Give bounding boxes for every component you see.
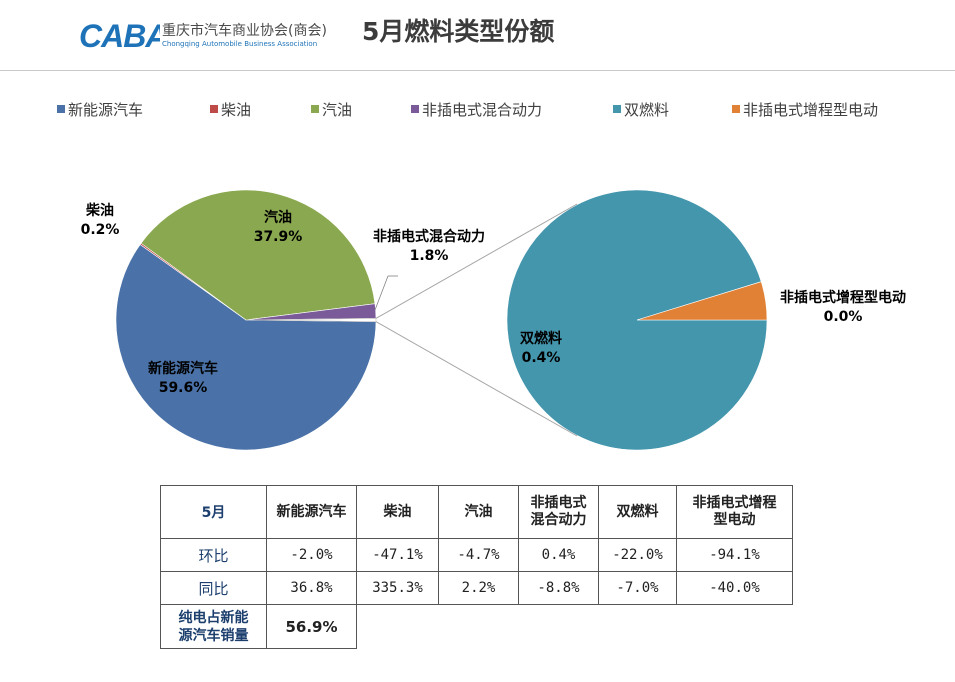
row-label-yoy: 同比 [160,571,267,605]
table-cell: -2.0% [266,538,357,572]
connector-line [375,321,578,437]
table-header-cell: 非插电式 混合动力 [518,485,599,539]
legend-label: 柴油 [221,101,252,119]
legend-label: 新能源汽车 [68,101,144,119]
ev-share-value: 56.9% [266,604,357,649]
data-label: 双燃料 0.4% [520,330,562,366]
table-cell: -94.1% [676,538,793,572]
pie-slice [115,244,377,451]
table-corner-cell: 5月 [160,485,267,539]
table-cell: 335.3% [356,571,439,605]
logo-mark-text: CABA [79,18,160,52]
fuel-type-growth-table: 5月 新能源汽车 柴油 汽油 非插电式 混合动力 双燃料 非插电式增程 型电动 环比… [160,485,793,649]
logo-english-name: Chongqing Automobile Business Associatio… [162,40,318,48]
pie-slice [636,281,768,321]
legend-swatch [732,105,740,113]
legend-swatch [411,105,419,113]
table-cell: -7.0% [598,571,677,605]
table-row: 同比 36.8% 335.3% 2.2% -8.8% -7.0% -40.0% [160,571,793,605]
pie-of-pie-chart: 新能源汽车 59.6% 柴油 0.2% 汽油 37.9% 非插电式混合动力 1.8% 双燃料 0.… [81,189,906,451]
table-cell: 36.8% [266,571,357,605]
table-header-cell: 双燃料 [598,485,677,539]
data-label: 非插电式混合动力 1.8% [373,228,485,264]
pie-slice [140,189,376,321]
legend-label: 非插电式混合动力 [422,101,543,119]
table-cell: -8.8% [518,571,599,605]
table-header-row: 5月 新能源汽车 柴油 汽油 非插电式 混合动力 双燃料 非插电式增程 型电动 [160,485,793,539]
chart-legend: 新能源汽车 柴油 汽油 非插电式混合动力 双燃料 非插电式增程型电动 [0,98,955,120]
ev-share-row: 纯电占新能 源汽车销量 56.9% [160,604,793,649]
connector-line [375,203,578,319]
legend-swatch [210,105,218,113]
table-cell: 0.4% [518,538,599,572]
table-row: 环比 -2.0% -47.1% -4.7% 0.4% -22.0% -94.1% [160,538,793,572]
header: CABA 重庆市汽车商业协会(商会) Chongqing Automobile … [0,0,955,71]
table-cell: -4.7% [438,538,519,572]
legend-swatch [311,105,319,113]
legend-label: 非插电式增程型电动 [743,101,879,119]
table-header-cell: 新能源汽车 [266,485,357,539]
page-title: 5月燃料类型份额 [362,17,555,46]
data-label: 新能源汽车 59.6% [148,360,218,396]
table-cell: -22.0% [598,538,677,572]
ev-share-label: 纯电占新能 源汽车销量 [160,604,267,649]
data-label: 非插电式增程型电动 0.0% [780,289,906,325]
table-header-cell: 柴油 [356,485,439,539]
legend-swatch [613,105,621,113]
caba-logo-mark: CABA [79,18,160,52]
caba-logo: CABA 重庆市汽车商业协会(商会) Chongqing Automobile … [78,16,327,56]
table-header-cell: 非插电式增程 型电动 [676,485,793,539]
data-label: 柴油 0.2% [81,202,120,238]
logo-chinese-name: 重庆市汽车商业协会(商会) [162,23,327,39]
legend-swatch [57,105,65,113]
header-divider [0,70,955,71]
table-cell: 2.2% [438,571,519,605]
table-cell: -40.0% [676,571,793,605]
legend-label: 双燃料 [624,101,670,119]
legend-label: 汽油 [322,101,353,119]
data-label: 汽油 37.9% [254,209,303,245]
table-header-cell: 汽油 [438,485,519,539]
table-cell: -47.1% [356,538,439,572]
leader-line [374,275,389,311]
row-label-mom: 环比 [160,538,267,572]
